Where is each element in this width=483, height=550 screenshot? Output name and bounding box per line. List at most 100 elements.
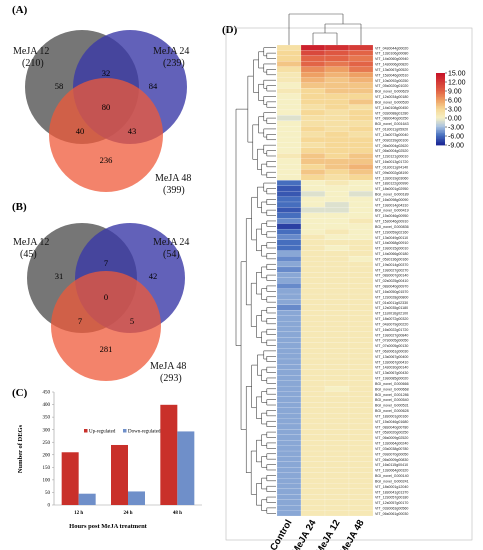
heatmap-cell [324,326,350,333]
heatmap-cell [324,288,350,295]
heatmap-cell [276,461,302,468]
gene-label: VIT_06s0004g02520 [375,149,408,153]
gene-label: VIT_08s0040g00970 [375,285,408,289]
venn-b-set1-name: MeJA 12 [13,237,49,248]
heatmap-cell [300,239,326,246]
heatmap-cell [348,434,374,441]
gene-label: VIT_18s0072g00320 [375,317,408,321]
legend-gradient-step [436,133,445,135]
gene-label: VIT_13s0049g00110 [375,236,408,240]
heatmap-cell [300,315,326,322]
gene-label: VIT_06s0009g00830 [375,458,408,462]
heatmap-cell [324,239,350,246]
legend-tick-label: 12.00 [448,79,466,86]
legend-gradient-step [436,88,445,90]
bar-chart-ylabel: Number of DEGs [17,424,24,473]
heatmap-cell [348,413,374,419]
heatmap-cell [300,472,326,479]
heatmap-cell [324,364,350,370]
heatmap-cell [348,109,374,116]
gene-label: VIT_05s0136g00160 [375,257,408,261]
heatmap-cell [348,505,374,511]
venn-a-set1-count: (210) [22,58,44,69]
heatmap-cell [276,293,302,300]
heatmap-cell [348,66,374,73]
heatmap-cell [348,304,374,311]
legend-gradient-step [436,106,445,108]
legend-tick-label: 15.00 [448,70,466,77]
heatmap-cell [300,272,326,278]
heatmap-cell [348,131,374,138]
gene-label: VIT_16s0115g00410 [375,463,408,467]
venn-a-only1: 58 [55,81,64,91]
heatmap-cell [324,266,350,273]
heatmap-cell [324,93,350,100]
heatmap-cell [276,505,302,511]
heatmap-cell [276,277,302,284]
y-tick-label: 250 [43,441,51,446]
legend-gradient-step [436,137,445,140]
legend-gradient-step [436,86,445,89]
gene-label: VIT_18s0001g00160 [375,414,408,418]
legend-gradient-step [436,100,445,102]
heatmap-cell [300,353,326,360]
gene-label: VIT_12s0059g02160 [375,230,408,234]
heatmap-cell [324,256,350,262]
legend-gradient-step [436,80,445,83]
heatmap-cell [348,467,374,473]
venn-b-r123: 0 [104,292,108,302]
gene-label: VIT_13s0073g00040 [375,133,408,137]
heatmap-cell [348,402,374,408]
heatmap-cell [348,494,374,500]
y-tick-label: 300 [43,428,51,433]
legend-gradient-step [436,89,445,92]
heatmap-cell [276,66,302,73]
heatmap-cell [348,342,374,349]
y-tick-label: 200 [43,453,51,458]
gene-label: BGI_novel_G001286 [375,393,409,397]
heatmap-cell [324,234,350,240]
heatmap-cell [324,505,350,511]
y-tick-label: 350 [43,416,51,421]
heatmap-cell [276,250,302,257]
heatmap-cell [324,440,350,446]
heatmap-cell [300,429,326,435]
heatmap-cell [324,104,350,111]
legend-gradient-step [436,103,445,105]
heatmap-cell [324,483,350,490]
heatmap-cell [276,304,302,311]
heatmap-cell [300,88,326,94]
heatmap-cell [300,136,326,143]
gene-label: VIT_09s0070g00050 [375,452,408,456]
heatmap-cell [276,266,302,273]
bar-chart-bars [61,404,195,505]
heatmap-cell [324,450,350,457]
x-tick-label: 48 h [173,511,182,516]
heatmap-cell [348,50,374,56]
heatmap-cell [324,55,350,62]
heatmap-cell [348,153,374,159]
y-tick-label: 50 [45,491,51,496]
legend-tick-label: -9.00 [448,142,464,149]
heatmap-cell [300,488,326,495]
heatmap-cell [348,510,374,517]
heatmap-cell [300,423,326,430]
legend-gradient-step [436,112,445,114]
heatmap-cell [348,212,374,219]
legend-swatch-up [84,429,88,433]
x-tick-label: 12 h [74,511,83,516]
heatmap-cell [324,304,350,311]
gene-label: VIT_06s0004g02620 [375,144,408,148]
heatmap-cell [276,342,302,349]
gene-label: VIT_03s0038g00780 [375,447,408,451]
heatmap-cell [300,364,326,370]
heatmap-cell [276,234,302,240]
heatmap-cell [276,429,302,435]
heatmap-cell [324,396,350,403]
heatmap-cell [276,472,302,479]
heatmap-cell [276,385,302,392]
bar-up-12h [61,452,79,505]
heatmap-cell [324,375,350,381]
heatmap-cell [348,478,374,484]
gene-label: VIT_16s0022g01720 [375,328,408,332]
